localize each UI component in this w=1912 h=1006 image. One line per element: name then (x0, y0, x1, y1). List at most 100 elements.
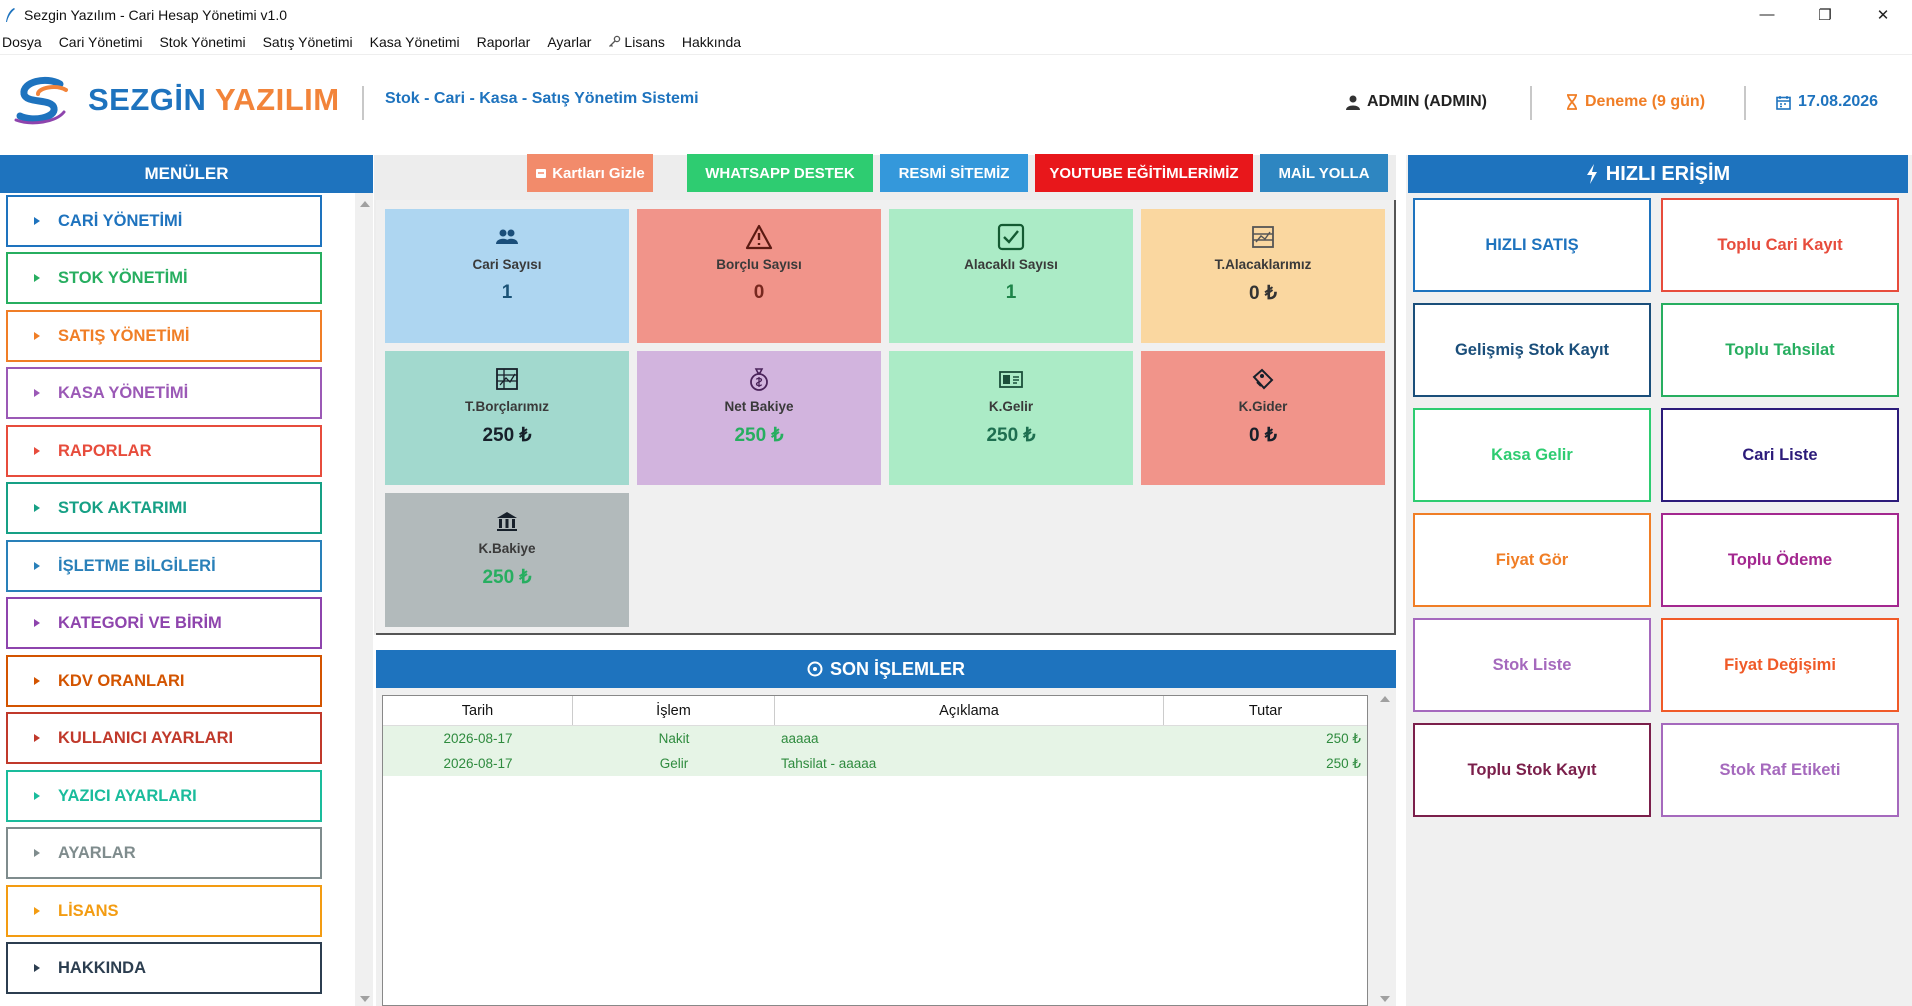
card-alacakli-sayisi[interactable]: Alacaklı Sayısı 1 (889, 209, 1133, 343)
sidebar-menu: CARİ YÖNETİMİ STOK YÖNETİMİ SATIŞ YÖNETİ… (0, 193, 355, 1006)
sidebar-item-kategori-ve-birim[interactable]: KATEGORİ VE BİRİM (6, 597, 322, 649)
sidebar-item-lisans[interactable]: LİSANS (6, 885, 322, 937)
cell-description: Tahsilat - aaaaa (781, 756, 877, 771)
scroll-up-icon[interactable] (1380, 696, 1390, 702)
menu-cari-yonetimi[interactable]: Cari Yönetimi (58, 33, 143, 50)
quick-button-gelismis-stok-kayit[interactable]: Gelişmiş Stok Kayıt (1413, 303, 1651, 397)
sidebar-item-stok-yonetimi[interactable]: STOK YÖNETİMİ (6, 252, 322, 304)
menu-lisans[interactable]: Lisans (608, 33, 665, 50)
window-title: Sezgin Yazılım - Cari Hesap Yönetimi v1.… (24, 6, 288, 23)
hide-cards-button[interactable]: Kartları Gizle (527, 154, 653, 192)
quick-button-cari-liste[interactable]: Cari Liste (1661, 408, 1899, 502)
menu-lisans-label: Lisans (624, 33, 665, 50)
close-button[interactable]: ✕ (1876, 6, 1890, 24)
card-kasa-bakiye[interactable]: K.Bakiye 250 ₺ (385, 493, 629, 627)
sidebar-item-label: KDV ORANLARI (58, 671, 185, 690)
eye-off-icon (536, 169, 547, 178)
sidebar-item-raporlar[interactable]: RAPORLAR (6, 425, 322, 477)
card-value: 0 ₺ (1249, 283, 1277, 304)
card-label: K.Bakiye (478, 541, 536, 556)
caret-right-icon (34, 562, 40, 570)
sidebar-item-kdv-oranlari[interactable]: KDV ORANLARI (6, 655, 322, 707)
sidebar-item-label: STOK AKTARIMI (58, 498, 187, 517)
menu-satis-yonetimi[interactable]: Satış Yönetimi (262, 33, 353, 50)
quick-button-kasa-gelir[interactable]: Kasa Gelir (1413, 408, 1651, 502)
card-borclu-sayisi[interactable]: Borçlu Sayısı 0 (637, 209, 881, 343)
table-row[interactable]: 2026-08-17 Nakit aaaaa 250 ₺ (383, 726, 1367, 751)
header-divider (362, 86, 364, 120)
sidebar-item-label: KATEGORİ VE BİRİM (58, 613, 222, 632)
tag-icon (1249, 365, 1277, 393)
column-header-aciklama[interactable]: Açıklama (775, 696, 1164, 725)
quick-button-toplu-stok-kayit[interactable]: Toplu Stok Kayıt (1413, 723, 1651, 817)
sidebar-item-isletme-bilgileri[interactable]: İŞLETME BİLGİLERİ (6, 540, 322, 592)
sidebar-item-cari-yonetimi[interactable]: CARİ YÖNETİMİ (6, 195, 322, 247)
transactions-scrollbar[interactable] (1376, 690, 1394, 1006)
website-button[interactable]: RESMİ SİTEMİZ (880, 154, 1028, 192)
quick-button-toplu-cari-kayit[interactable]: Toplu Cari Kayıt (1661, 198, 1899, 292)
menu-hakkinda[interactable]: Hakkında (681, 33, 742, 50)
quick-button-fiyat-degisimi[interactable]: Fiyat Değişimi (1661, 618, 1899, 712)
caret-right-icon (34, 217, 40, 225)
card-label: Net Bakiye (724, 399, 794, 414)
card-value: 250 ₺ (482, 567, 532, 588)
sidebar-item-ayarlar[interactable]: AYARLAR (6, 827, 322, 879)
column-header-islem[interactable]: İşlem (573, 696, 775, 725)
card-cari-sayisi[interactable]: Cari Sayısı 1 (385, 209, 629, 343)
send-mail-button[interactable]: MAİL YOLLA (1260, 154, 1388, 192)
card-value: 250 ₺ (734, 425, 784, 446)
card-kasa-gider[interactable]: K.Gider 0 ₺ (1141, 351, 1385, 485)
caret-right-icon (34, 907, 40, 915)
sidebar-scrollbar[interactable] (355, 193, 373, 1006)
quick-button-toplu-tahsilat[interactable]: Toplu Tahsilat (1661, 303, 1899, 397)
table-row[interactable]: 2026-08-17 Gelir Tahsilat - aaaaa 250 ₺ (383, 751, 1367, 776)
quick-button-stok-raf-etiketi[interactable]: Stok Raf Etiketi (1661, 723, 1899, 817)
quick-button-stok-liste[interactable]: Stok Liste (1413, 618, 1651, 712)
menu-ayarlar[interactable]: Ayarlar (547, 33, 592, 50)
whatsapp-support-button[interactable]: WHATSAPP DESTEK (687, 154, 873, 192)
user-label: ADMIN (ADMIN) (1367, 93, 1487, 110)
menu-kasa-yonetimi[interactable]: Kasa Yönetimi (369, 33, 460, 50)
quick-button-fiyat-gor[interactable]: Fiyat Gör (1413, 513, 1651, 607)
menu-dosya[interactable]: Dosya (2, 33, 42, 50)
card-toplam-borclarimiz[interactable]: T.Borçlarımız 250 ₺ (385, 351, 629, 485)
cell-amount: 250 ₺ (1326, 755, 1361, 771)
menu-stok-yonetimi[interactable]: Stok Yönetimi (159, 33, 246, 50)
trial-info: Deneme (9 gün) (1566, 93, 1705, 111)
quick-button-hizli-satis[interactable]: HIZLI SATIŞ (1413, 198, 1651, 292)
sidebar-item-kasa-yonetimi[interactable]: KASA YÖNETİMİ (6, 367, 322, 419)
cell-amount: 250 ₺ (1326, 730, 1361, 746)
recent-transactions-title: SON İŞLEMLER (376, 650, 1396, 688)
card-label: K.Gelir (988, 399, 1034, 414)
column-header-tarih[interactable]: Tarih (383, 696, 573, 725)
card-toplam-alacaklarimiz[interactable]: T.Alacaklarımız 0 ₺ (1141, 209, 1385, 343)
scroll-up-icon[interactable] (360, 201, 370, 207)
header-divider (1744, 86, 1746, 120)
card-net-bakiye[interactable]: Net Bakiye 250 ₺ (637, 351, 881, 485)
sidebar-item-stok-aktarimi[interactable]: STOK AKTARIMI (6, 482, 322, 534)
youtube-tutorials-button[interactable]: YOUTUBE EĞİTİMLERİMİZ (1035, 154, 1253, 192)
scroll-down-icon[interactable] (1380, 996, 1390, 1002)
key-icon (609, 35, 621, 47)
sidebar-item-satis-yonetimi[interactable]: SATIŞ YÖNETİMİ (6, 310, 322, 362)
bank-icon (493, 507, 521, 535)
sidebar-item-hakkinda[interactable]: HAKKINDA (6, 942, 322, 994)
sidebar-item-kullanici-ayarlari[interactable]: KULLANICI AYARLARI (6, 712, 322, 764)
card-kasa-gelir[interactable]: K.Gelir 250 ₺ (889, 351, 1133, 485)
minimize-button[interactable]: — (1759, 6, 1775, 23)
column-header-tutar[interactable]: Tutar (1248, 702, 1283, 719)
maximize-button[interactable]: ❐ (1818, 6, 1832, 24)
header-divider (1530, 86, 1532, 120)
sidebar-item-label: RAPORLAR (58, 441, 152, 460)
sidebar-item-label: SATIŞ YÖNETİMİ (58, 326, 190, 345)
cell-operation: Gelir (659, 756, 689, 771)
ledger-icon (493, 365, 521, 393)
menu-raporlar[interactable]: Raporlar (476, 33, 531, 50)
sidebar-item-label: KULLANICI AYARLARI (58, 728, 234, 747)
scroll-down-icon[interactable] (360, 996, 370, 1002)
sidebar-item-yazici-ayarlari[interactable]: YAZICI AYARLARI (6, 770, 322, 822)
quick-button-toplu-odeme[interactable]: Toplu Ödeme (1661, 513, 1899, 607)
menu-bar: Dosya Cari Yönetimi Stok Yönetimi Satış … (0, 29, 1912, 55)
quick-access-title: HIZLI ERİŞİM (1408, 155, 1908, 193)
sidebar-item-label: AYARLAR (58, 843, 136, 862)
